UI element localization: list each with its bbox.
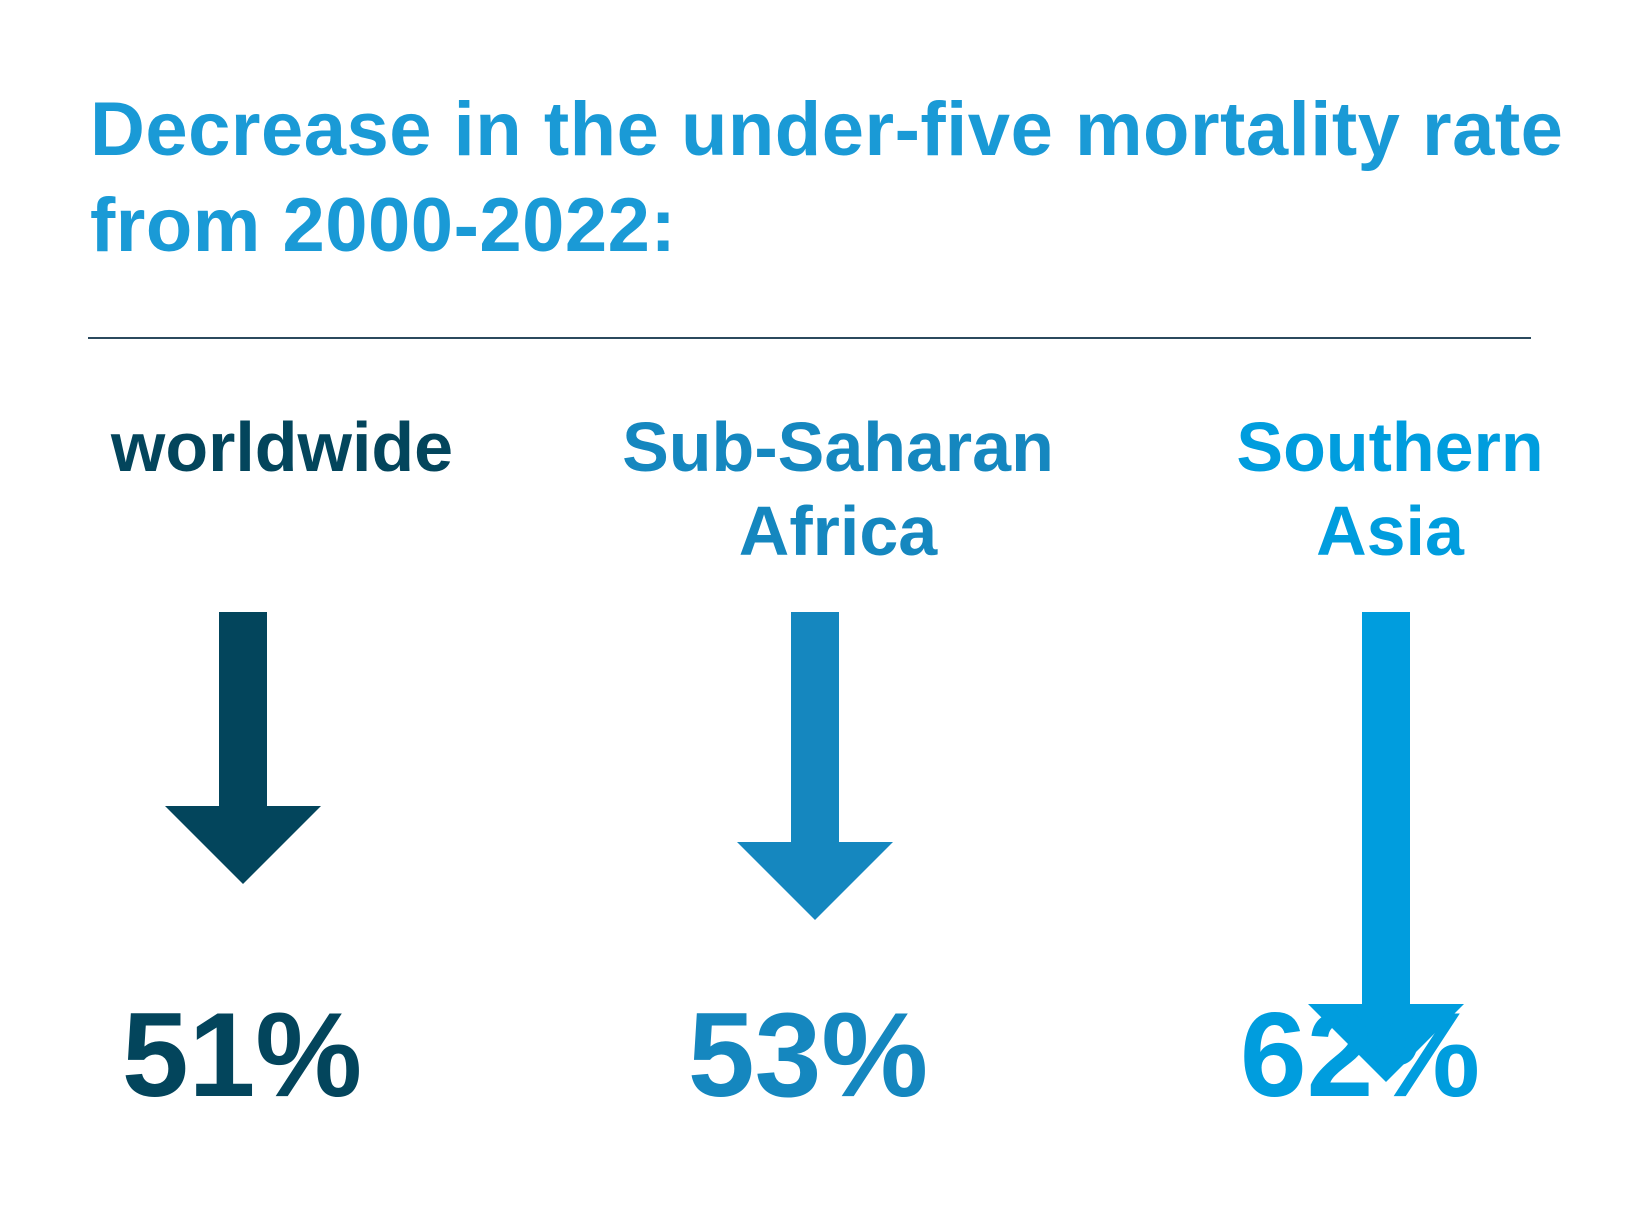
value-label-worldwide: 51% [121,988,363,1122]
value-label-southern-asia: 62% [1239,988,1481,1122]
region-label-sub-saharan-africa: Sub-Saharan Africa [622,408,1054,570]
region-label-southern-asia: Southern Asia [1236,408,1544,570]
region-label-worldwide: worldwide [110,408,454,486]
arrow-worldwide [165,612,321,884]
chart-title: Decrease in the under-five mortality rat… [90,87,1564,268]
value-label-sub-saharan-africa: 53% [687,988,929,1122]
arrow-sub-saharan-africa [737,612,893,920]
arrow-southern-asia [1308,612,1464,1082]
divider-line [88,337,1531,339]
